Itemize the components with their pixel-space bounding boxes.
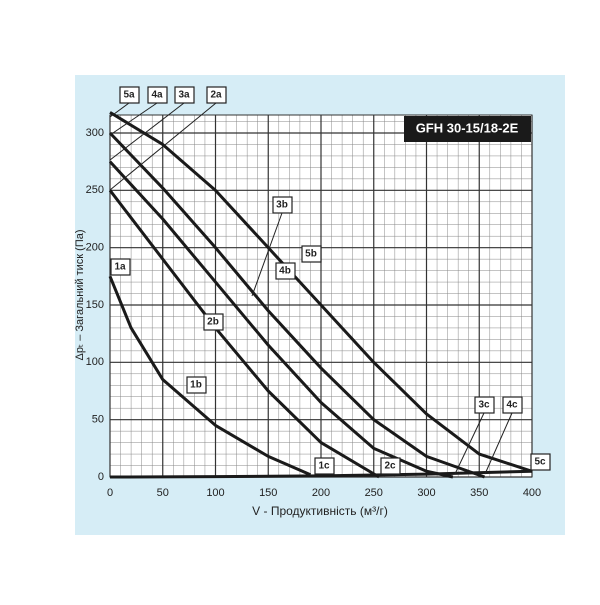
chart-title: GFH 30-15/18-2E xyxy=(416,120,519,135)
curve-label: 4c xyxy=(506,400,518,411)
leader-line xyxy=(454,412,485,475)
curve xyxy=(108,160,454,479)
curve xyxy=(108,275,312,477)
y-tick-label: 50 xyxy=(92,414,104,426)
x-tick-label: 200 xyxy=(312,487,330,499)
label-box xyxy=(147,86,168,104)
x-tick-label: 0 xyxy=(107,487,113,499)
label-box xyxy=(380,457,401,475)
curve xyxy=(108,131,486,479)
curve-label: 5b xyxy=(305,249,317,260)
y-tick-label: 200 xyxy=(86,242,104,254)
leader-line xyxy=(251,212,283,297)
curve-label: 3b xyxy=(276,200,288,211)
label-box xyxy=(314,457,335,475)
curve-label: 2a xyxy=(210,90,222,101)
leader-line xyxy=(109,102,185,161)
y-tick-label: 0 xyxy=(98,471,104,483)
label-box xyxy=(275,262,296,280)
x-tick-label: 50 xyxy=(157,487,169,499)
curve-label: 4a xyxy=(151,90,163,101)
label-box xyxy=(206,86,227,104)
curve xyxy=(109,469,533,479)
x-axis-label: V - Продуктивність (м³/г) xyxy=(252,504,388,518)
curve-label: 3a xyxy=(178,90,190,101)
label-box xyxy=(502,396,523,414)
label-box xyxy=(110,258,131,276)
curve xyxy=(108,189,380,479)
y-tick-label: 150 xyxy=(86,299,104,311)
curve-label: 1a xyxy=(114,262,126,273)
label-box xyxy=(186,376,207,394)
leader-line xyxy=(109,102,217,191)
label-box xyxy=(474,396,495,414)
x-tick-label: 100 xyxy=(206,487,224,499)
title-box xyxy=(404,116,531,142)
label-box xyxy=(272,196,293,214)
curve xyxy=(109,111,533,473)
curve-label: 1b xyxy=(190,380,202,391)
label-box xyxy=(203,313,224,331)
curve-label: 1c xyxy=(318,461,330,472)
curve-label: 3c xyxy=(478,400,490,411)
curve-label: 5a xyxy=(123,90,135,101)
x-tick-label: 250 xyxy=(365,487,383,499)
curve-label: 5c xyxy=(534,457,546,468)
x-tick-label: 150 xyxy=(259,487,277,499)
y-tick-label: 100 xyxy=(86,356,104,368)
x-tick-label: 350 xyxy=(470,487,488,499)
label-box xyxy=(301,245,322,263)
y-tick-label: 250 xyxy=(86,184,104,196)
x-tick-label: 400 xyxy=(523,487,541,499)
x-tick-label: 300 xyxy=(417,487,435,499)
leader-line xyxy=(109,102,130,118)
curve-label: 4b xyxy=(279,266,291,277)
label-box xyxy=(530,453,551,471)
y-tick-label: 300 xyxy=(86,127,104,139)
curve-label: 2b xyxy=(207,317,219,328)
curve-label: 2c xyxy=(384,461,396,472)
y-axis-label: Δpₜ – Загальний тиск (Па) xyxy=(74,229,86,360)
leader-line xyxy=(109,102,158,136)
label-box xyxy=(174,86,195,104)
label-box xyxy=(119,86,140,104)
leader-line xyxy=(484,412,513,475)
